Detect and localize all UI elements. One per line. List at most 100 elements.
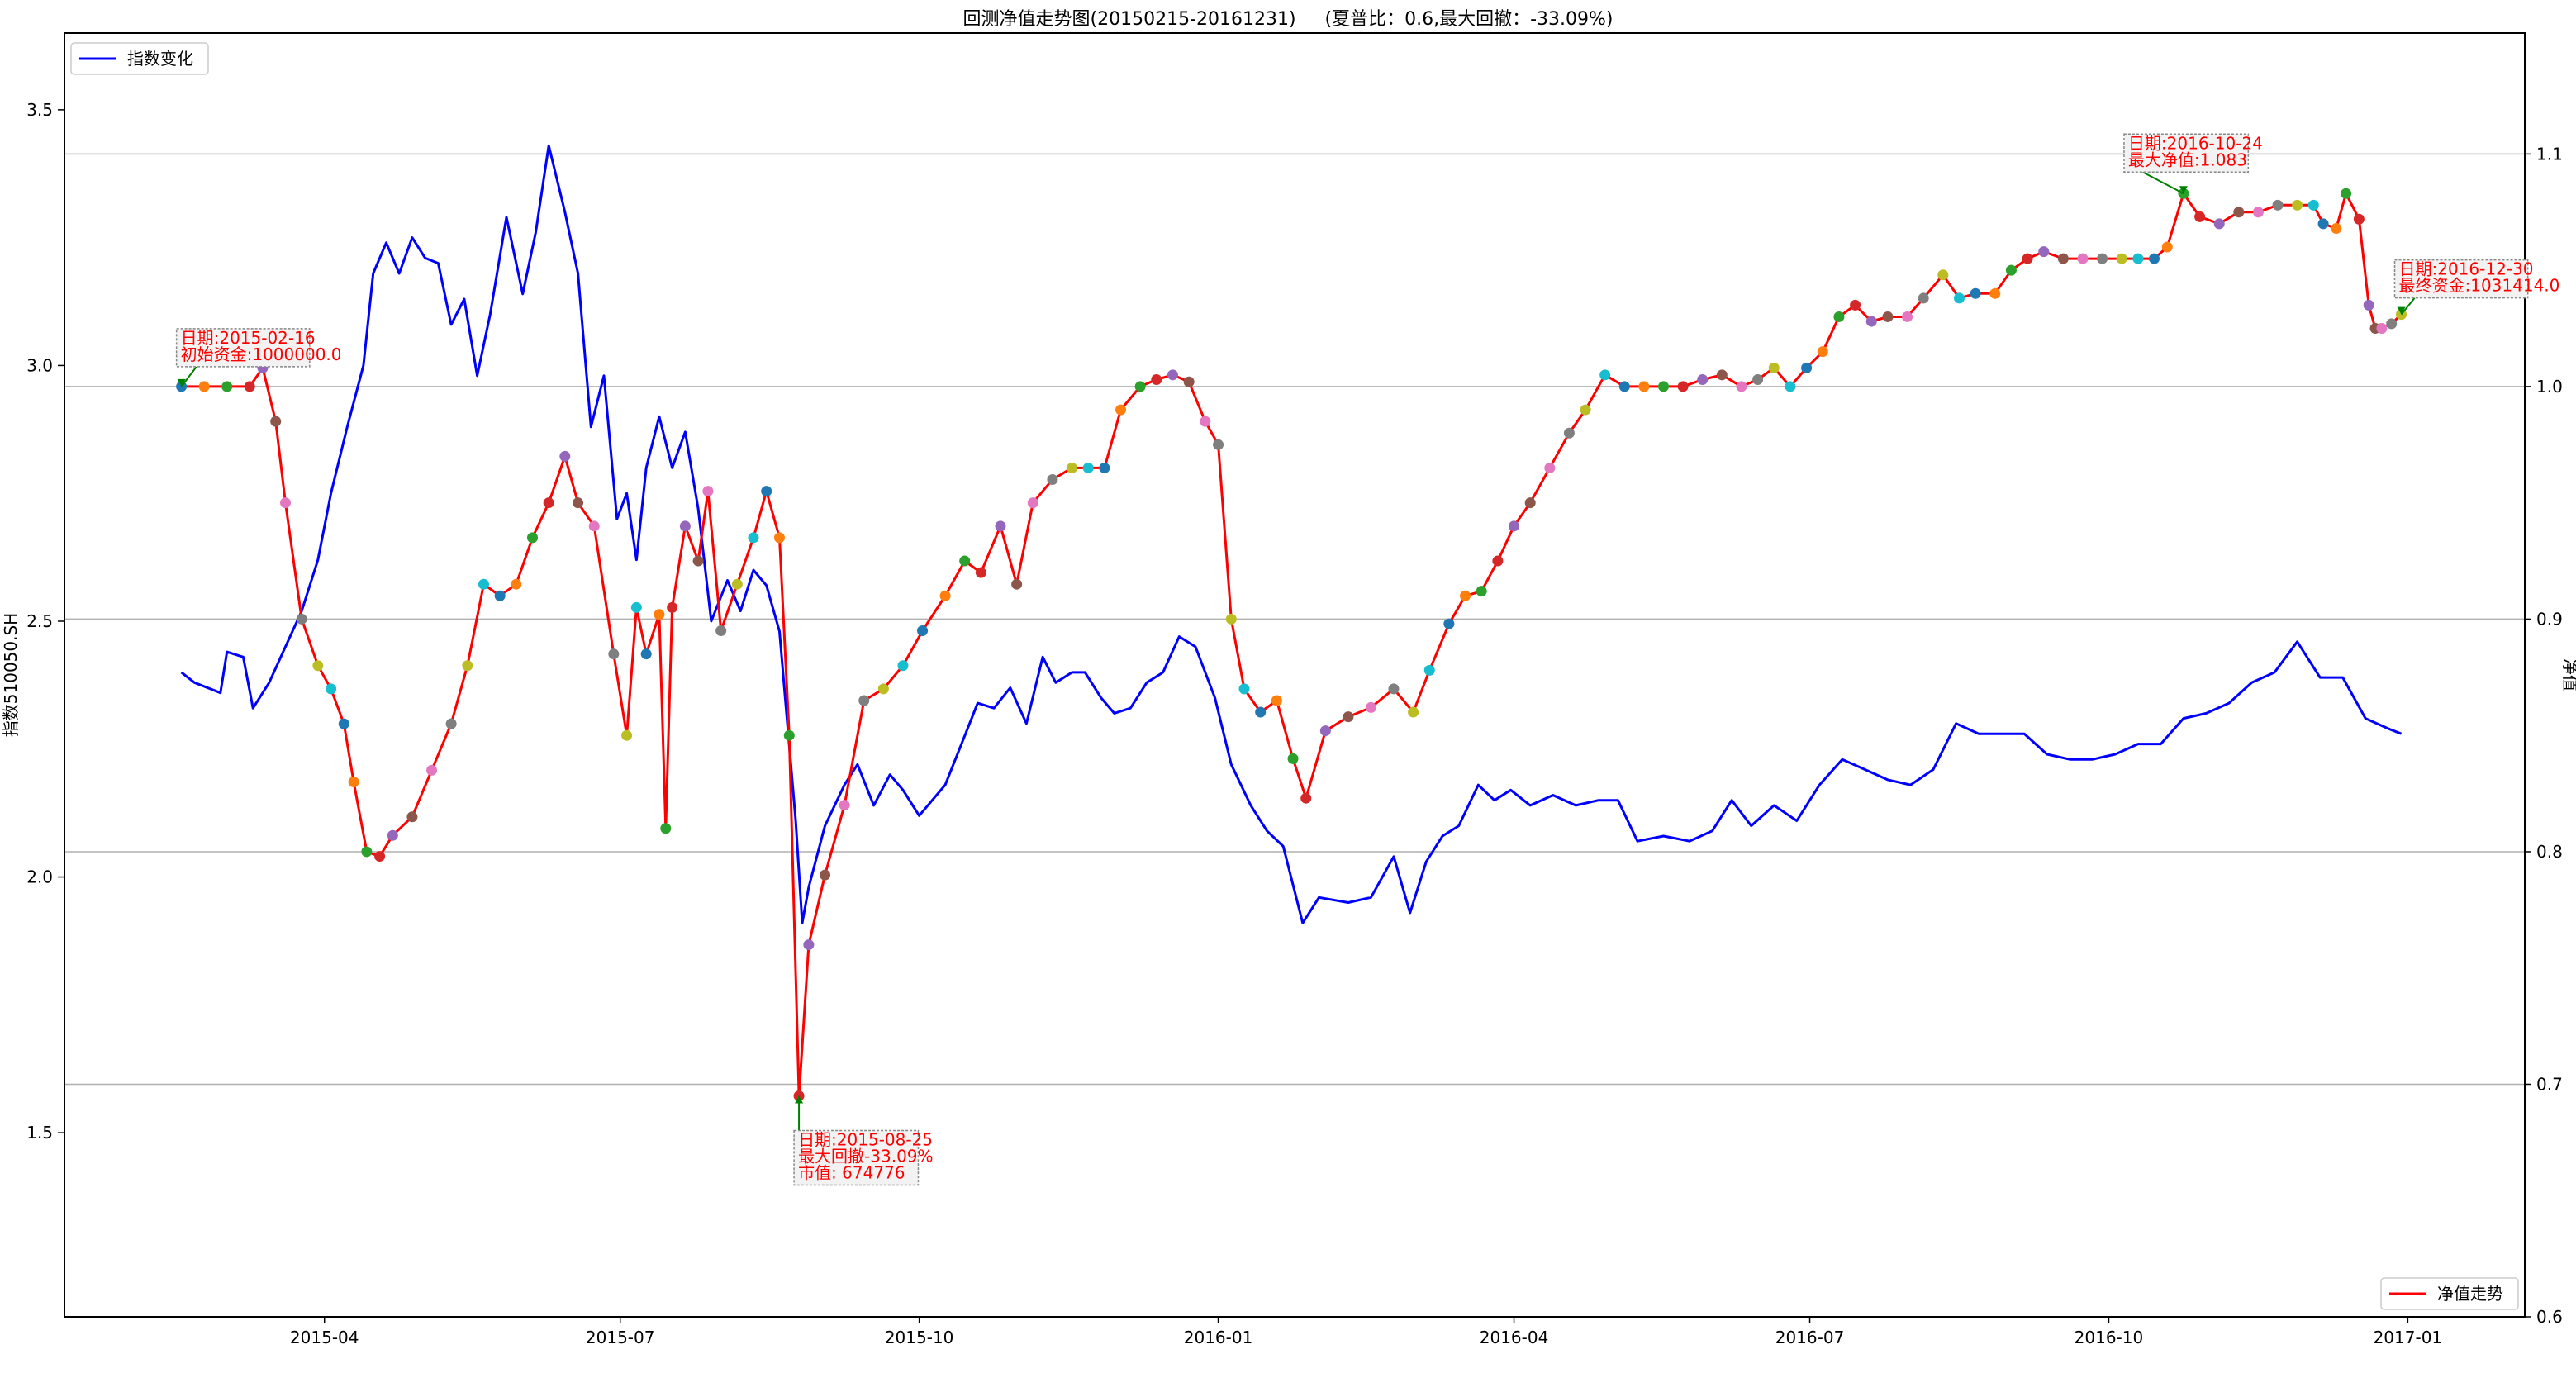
nav-marker [640, 648, 652, 660]
annotation-arrowhead [177, 378, 186, 387]
nav-marker [1850, 299, 1861, 311]
annotation-box [2123, 133, 2250, 173]
x-tick-label: 2017-01 [2374, 1328, 2443, 1347]
nav-marker [1599, 369, 1611, 381]
nav-marker [1989, 287, 2001, 299]
nav-marker [1255, 706, 1267, 718]
nav-marker [820, 869, 831, 881]
nav-marker [2132, 253, 2144, 264]
nav-marker [783, 729, 795, 741]
nav-marker [1238, 683, 1250, 695]
nav-marker [280, 497, 292, 509]
annotation-arrow [2142, 171, 2184, 195]
nav-marker [2005, 264, 2017, 276]
nav-marker [588, 520, 600, 532]
nav-marker [1677, 381, 1689, 392]
nav-marker [1580, 404, 1591, 416]
y-axis-left-title: 指数510050.SH [1, 613, 21, 737]
nav-marker [2331, 222, 2342, 234]
nav-marker [1882, 311, 1894, 322]
nav-marker [1388, 683, 1400, 695]
nav-marker [667, 601, 678, 613]
nav-marker [244, 381, 255, 392]
x-tick-label: 2015-04 [290, 1328, 359, 1347]
nav-marker [630, 601, 642, 613]
x-tick-label: 2015-07 [586, 1328, 655, 1347]
nav-marker [445, 718, 457, 729]
annotation-text: 最终资金:1031414.0 [2399, 276, 2560, 296]
legend-index: 指数变化 [70, 42, 209, 75]
nav-marker [1563, 427, 1575, 439]
nav-marker [511, 578, 522, 590]
nav-marker [478, 578, 489, 590]
nav-series [181, 192, 2403, 1098]
nav-marker [462, 660, 473, 672]
nav-marker [1865, 316, 1877, 327]
nav-marker [387, 829, 398, 841]
legend-nav-box [2380, 1277, 2519, 1310]
nav-marker [1183, 376, 1195, 387]
nav-marker [654, 609, 665, 620]
nav-marker [2161, 241, 2173, 253]
y-left-tick-label: 2.0 [26, 867, 53, 887]
nav-marker [2233, 207, 2245, 218]
nav-marker [897, 660, 909, 672]
annotation-box [793, 1129, 920, 1186]
nav-marker [1902, 311, 1913, 322]
nav-marker [608, 648, 620, 660]
index-series [180, 144, 2403, 924]
nav-marker [374, 851, 386, 862]
y-right-tick-label: 1.1 [2536, 144, 2563, 164]
annotation-arrowhead [2397, 306, 2406, 315]
annotation-text: 日期:2015-08-25 [798, 1130, 933, 1150]
nav-marker [1343, 711, 1354, 723]
nav-markers [176, 188, 2407, 1102]
nav-marker [2353, 213, 2365, 225]
x-tick-label: 2016-04 [1480, 1328, 1549, 1347]
nav-marker [2252, 207, 2264, 218]
nav-marker [2317, 218, 2329, 230]
nav-marker [361, 846, 373, 858]
nav-marker [1736, 381, 1747, 392]
nav-marker [1200, 416, 1211, 427]
nav-marker [1067, 462, 1078, 473]
nav-marker [1287, 753, 1299, 764]
nav-marker [660, 823, 672, 834]
y-left-tick-label: 3.0 [26, 355, 53, 375]
nav-marker [702, 486, 714, 497]
index-line [180, 144, 2403, 924]
nav-marker [1115, 404, 1127, 416]
legend-nav-label: 净值走势 [2437, 1284, 2503, 1304]
nav-marker [748, 532, 759, 544]
x-tick-label: 2016-10 [2075, 1328, 2144, 1347]
nav-marker [1817, 346, 1828, 358]
nav-marker [2149, 253, 2160, 264]
nav-marker [839, 800, 850, 811]
nav-marker [1937, 269, 1949, 281]
nav-marker [2363, 299, 2374, 311]
legend-index-label: 指数变化 [127, 49, 193, 69]
annotation-text: 最大回撤-33.09% [798, 1147, 933, 1166]
nav-marker [679, 520, 691, 532]
nav-line [181, 192, 2403, 1098]
x-tick-label: 2016-07 [1775, 1328, 1845, 1347]
nav-marker [526, 532, 538, 544]
nav-marker [559, 450, 571, 462]
nav-marker [715, 625, 727, 637]
nav-marker [917, 625, 929, 637]
nav-marker [2213, 218, 2225, 230]
nav-marker [2097, 253, 2108, 264]
y-left-tick-label: 3.5 [26, 100, 53, 120]
nav-marker [312, 660, 324, 672]
nav-marker [1225, 613, 1237, 625]
nav-marker [1492, 555, 1504, 567]
nav-marker [1167, 369, 1178, 381]
nav-marker [2386, 318, 2398, 330]
nav-marker [326, 683, 337, 695]
nav-marker [621, 729, 633, 741]
